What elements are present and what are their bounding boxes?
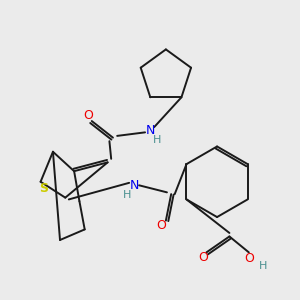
Text: H: H xyxy=(153,135,161,145)
Text: O: O xyxy=(244,252,254,265)
Text: O: O xyxy=(198,251,208,264)
Text: S: S xyxy=(39,182,48,195)
Text: O: O xyxy=(83,109,93,122)
Text: H: H xyxy=(123,190,131,200)
Text: O: O xyxy=(157,219,166,232)
Text: H: H xyxy=(259,261,267,271)
Text: N: N xyxy=(129,179,139,192)
Text: N: N xyxy=(145,124,155,137)
